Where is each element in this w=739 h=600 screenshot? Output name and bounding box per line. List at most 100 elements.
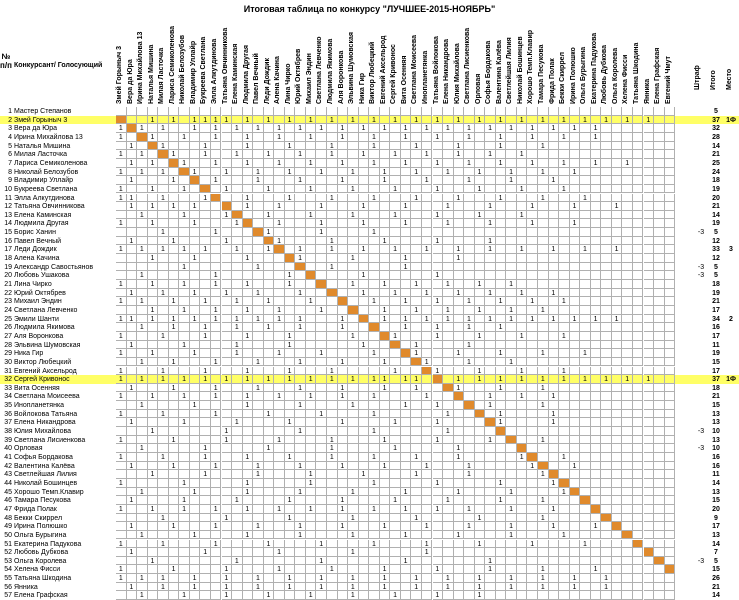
- vote-cell: [432, 574, 444, 583]
- vote-cell: [548, 453, 560, 462]
- vote-cell: 1: [495, 409, 507, 419]
- vote-cell: [421, 530, 433, 540]
- vote-cell: [348, 124, 359, 133]
- vote-cell: [411, 297, 422, 306]
- vote-cell: [411, 150, 422, 159]
- vote-cell: 1: [506, 167, 517, 177]
- vote-cell: 1: [137, 530, 148, 540]
- vote-cell: [327, 184, 338, 194]
- vote-cell: [369, 280, 380, 289]
- vote-cell: [516, 107, 528, 116]
- vote-cell: [569, 444, 581, 453]
- vote-cell: 1: [221, 591, 233, 600]
- contestant-name: Ника Гир: [14, 350, 44, 358]
- vote-cell: [421, 383, 433, 393]
- vote-cell: 1: [538, 513, 549, 523]
- vote-cell: [654, 539, 665, 549]
- vote-cell: [274, 478, 285, 488]
- vote-cell: [569, 193, 581, 203]
- vote-cell: [284, 236, 296, 246]
- vote-cell: [590, 366, 602, 376]
- vote-cell: [664, 323, 676, 332]
- vote-cell: [453, 366, 465, 376]
- self-vote-cell: [284, 254, 296, 263]
- vote-cell: [622, 582, 633, 592]
- vote-cell: [379, 210, 391, 220]
- vote-cell: [569, 548, 581, 557]
- vote-cell: [569, 357, 581, 367]
- vote-cell: 1: [390, 591, 401, 600]
- vote-cell: [316, 262, 327, 272]
- row-number: 56: [4, 583, 12, 591]
- vote-cell: [158, 565, 169, 575]
- vote-cell: [263, 383, 275, 393]
- vote-cell: [390, 487, 401, 497]
- vote-cell: 1: [506, 574, 517, 583]
- vote-cell: [538, 236, 549, 246]
- vote-cell: [232, 254, 243, 263]
- vote-cell: [538, 219, 549, 229]
- vote-cell: [147, 288, 159, 298]
- vote-cell: 1: [369, 158, 380, 168]
- vote-cell: 1: [200, 548, 211, 557]
- vote-cell: [664, 150, 676, 159]
- contestant-name: Фрида Полак: [14, 505, 57, 513]
- vote-cell: [189, 366, 201, 376]
- vote-cell: 1: [210, 392, 222, 402]
- vote-cell: [432, 124, 444, 133]
- vote-cell: [305, 141, 317, 151]
- vote-cell: [379, 366, 391, 376]
- vote-cell: [654, 453, 665, 462]
- vote-cell: 1: [348, 401, 359, 410]
- vote-cell: [316, 271, 327, 280]
- vote-cell: [495, 435, 507, 445]
- table-row: 36 Войлокова Татьяна 1 1 1 1 1 1 1 1 1 13: [0, 409, 739, 419]
- vote-cell: [643, 539, 655, 549]
- vote-cell: 1: [421, 357, 433, 367]
- table-row: 27 Аля Воронкова 1 1 1 1 1 1 1 1 1 1 1 17: [0, 331, 739, 341]
- vote-cell: [548, 375, 560, 384]
- vote-cell: 1: [548, 409, 560, 419]
- vote-cell: [126, 591, 138, 600]
- vote-cell: 1: [485, 236, 496, 246]
- vote-cell: [506, 184, 517, 194]
- vote-cell: [654, 305, 665, 315]
- vote-cell: 1: [580, 245, 591, 255]
- vote-cell: [516, 383, 528, 393]
- vote-cell: [210, 219, 222, 229]
- contestant-name: Хорошо Темп.Клавир: [14, 488, 84, 496]
- vote-cell: 1: [116, 409, 127, 419]
- self-vote-cell: [210, 193, 222, 203]
- vote-cell: [274, 357, 285, 367]
- vote-cell: [516, 548, 528, 557]
- vote-cell: [400, 107, 412, 116]
- vote-cell: [221, 470, 233, 479]
- vote-cell: 1: [210, 280, 222, 289]
- vote-cell: [654, 115, 665, 125]
- column-header: Николай Бошинцев: [516, 36, 524, 104]
- vote-cell: [126, 331, 138, 341]
- vote-cell: 1: [126, 141, 138, 151]
- vote-cell: [137, 504, 148, 514]
- column-header: Татьяна Шкодина: [632, 42, 640, 104]
- vote-cell: 1: [411, 193, 422, 203]
- vote-cell: [327, 409, 338, 419]
- vote-cell: 1: [179, 478, 190, 488]
- vote-cell: [210, 202, 222, 211]
- vote-cell: [137, 176, 148, 185]
- vote-cell: [316, 522, 327, 531]
- vote-cell: [179, 574, 190, 583]
- vote-cell: 1: [242, 158, 254, 168]
- vote-cell: [580, 288, 591, 298]
- vote-cell: [632, 453, 644, 462]
- vote-cell: 1: [295, 176, 306, 185]
- vote-cell: [464, 409, 475, 419]
- vote-cell: [158, 556, 169, 566]
- vote-cell: [358, 158, 370, 168]
- vote-cell: [443, 504, 454, 514]
- total-value: 15: [712, 566, 720, 574]
- vote-cell: [590, 357, 602, 367]
- vote-cell: [664, 582, 676, 592]
- vote-cell: [284, 132, 296, 142]
- vote-cell: [305, 357, 317, 367]
